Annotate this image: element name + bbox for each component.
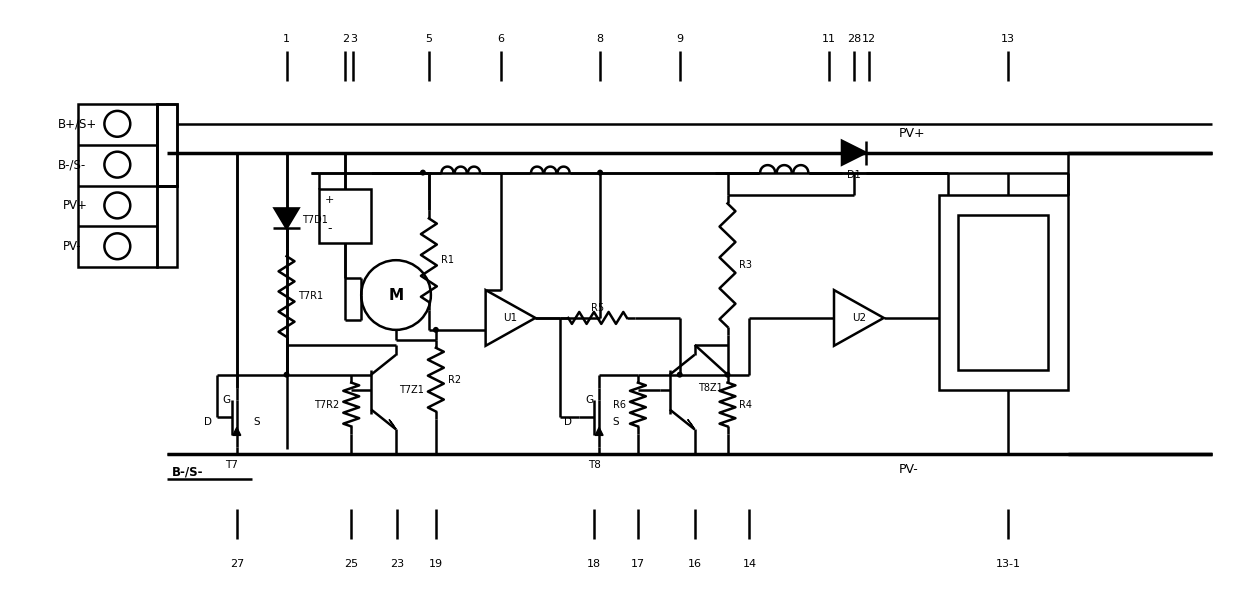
Polygon shape (486, 290, 536, 346)
Text: D1: D1 (847, 170, 861, 179)
Circle shape (104, 111, 130, 137)
Text: 28: 28 (847, 34, 861, 44)
Text: 25: 25 (345, 559, 358, 569)
Text: 6: 6 (497, 34, 503, 44)
Text: PV-: PV- (62, 240, 81, 253)
Circle shape (284, 371, 289, 377)
Text: 12: 12 (862, 34, 875, 44)
Polygon shape (842, 141, 866, 164)
Text: 13: 13 (1001, 34, 1016, 44)
Text: 23: 23 (389, 559, 404, 569)
Bar (939, 196, 1068, 389)
Text: R4: R4 (739, 400, 753, 409)
Text: 27: 27 (229, 559, 244, 569)
Text: R3: R3 (739, 260, 753, 270)
Text: S: S (613, 417, 619, 427)
Text: D: D (203, 417, 212, 427)
Circle shape (104, 193, 130, 219)
Polygon shape (389, 420, 396, 429)
Text: 16: 16 (688, 559, 702, 569)
Circle shape (420, 170, 425, 176)
Text: G: G (585, 394, 593, 405)
Bar (157, 104, 177, 185)
Text: T7R2: T7R2 (314, 400, 340, 409)
Text: G: G (223, 394, 231, 405)
Text: U1: U1 (503, 313, 517, 323)
Circle shape (433, 327, 439, 333)
Text: 2: 2 (342, 34, 348, 44)
Text: 8: 8 (596, 34, 604, 44)
Text: +: + (325, 196, 334, 205)
Text: M: M (388, 288, 403, 303)
Circle shape (677, 371, 683, 377)
Polygon shape (688, 420, 694, 429)
Text: S: S (253, 417, 260, 427)
Text: 19: 19 (429, 559, 443, 569)
Polygon shape (233, 427, 241, 435)
Text: T7: T7 (226, 461, 238, 470)
Text: 5: 5 (425, 34, 433, 44)
Text: 3: 3 (350, 34, 357, 44)
Circle shape (104, 152, 130, 178)
Text: PV-: PV- (899, 463, 919, 476)
Bar (78, 104, 157, 267)
Text: 9: 9 (676, 34, 683, 44)
Circle shape (104, 234, 130, 259)
Text: PV+: PV+ (62, 199, 88, 212)
Text: U2: U2 (852, 313, 866, 323)
Text: 1: 1 (283, 34, 290, 44)
Text: 18: 18 (587, 559, 601, 569)
Text: T8Z1: T8Z1 (698, 383, 723, 393)
Bar (157, 104, 177, 185)
Text: B+/S+: B+/S+ (57, 117, 97, 130)
Text: B-/S-: B-/S- (57, 158, 86, 171)
Text: D: D (564, 417, 572, 427)
Text: T7Z1: T7Z1 (399, 385, 424, 394)
Circle shape (598, 170, 603, 176)
Bar (157, 185, 177, 267)
Text: T7D1: T7D1 (303, 216, 329, 225)
Text: 13-1: 13-1 (996, 559, 1021, 569)
Text: T7R1: T7R1 (299, 291, 324, 301)
Bar (959, 216, 1048, 370)
Text: -: - (327, 222, 331, 235)
Text: 14: 14 (743, 559, 756, 569)
Circle shape (361, 260, 430, 330)
Text: R5: R5 (590, 303, 604, 313)
Circle shape (724, 371, 730, 377)
Polygon shape (835, 290, 884, 346)
Text: R1: R1 (441, 255, 454, 265)
Text: T8: T8 (588, 461, 600, 470)
Polygon shape (274, 208, 299, 228)
Text: R2: R2 (448, 374, 461, 385)
Polygon shape (595, 427, 603, 435)
Text: 11: 11 (822, 34, 836, 44)
Text: 17: 17 (631, 559, 645, 569)
Text: R6: R6 (613, 400, 626, 409)
Bar (320, 188, 371, 243)
Text: B-/S-: B-/S- (172, 466, 203, 479)
Text: PV+: PV+ (899, 127, 925, 140)
